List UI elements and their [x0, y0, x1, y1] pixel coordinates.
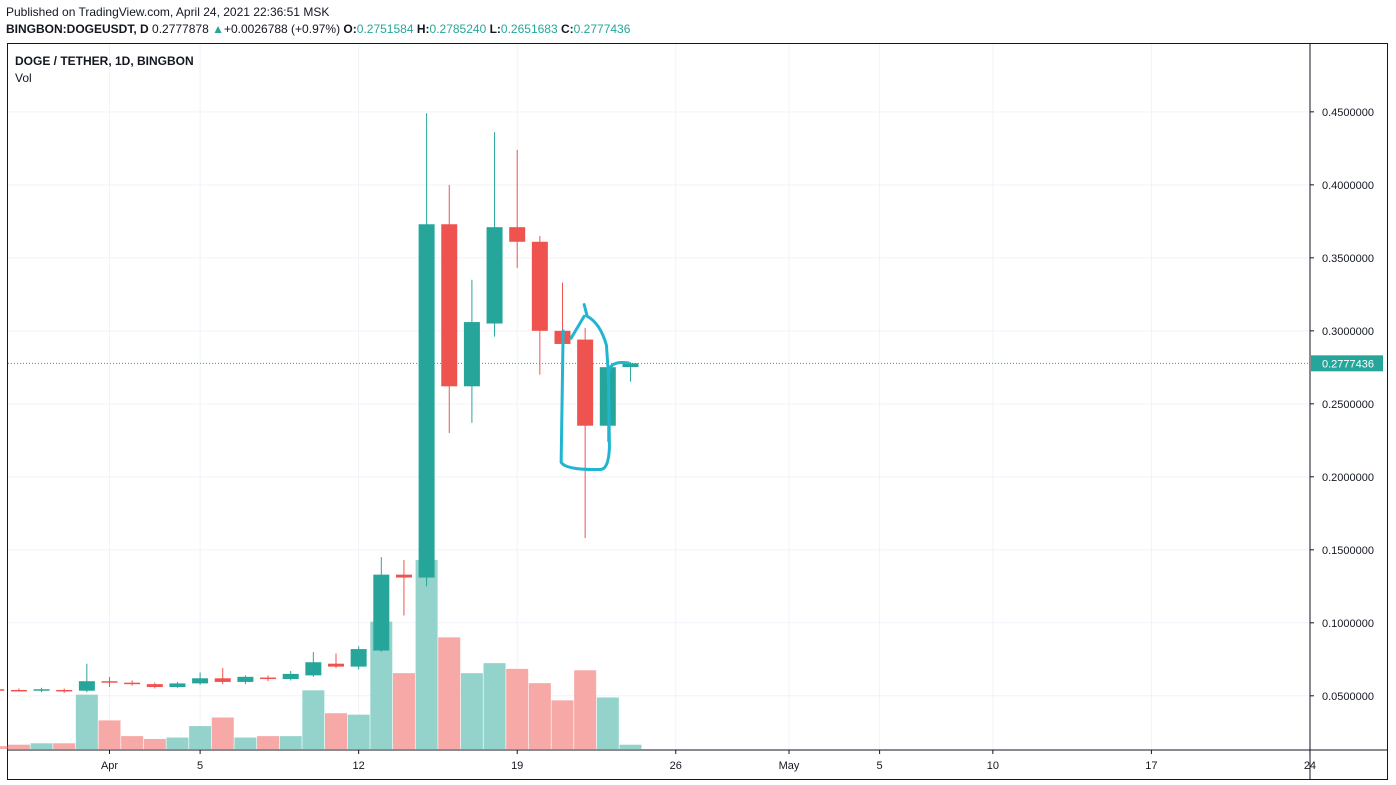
chart-frame [7, 43, 1388, 780]
high-label: H: [416, 22, 430, 36]
open-label: O: [343, 22, 357, 36]
time-tick-label: 12 [353, 760, 365, 772]
candle-body [192, 678, 209, 684]
low-label: L: [489, 22, 501, 36]
volume-bar [53, 743, 76, 749]
candle-body [350, 649, 367, 667]
candle-body [486, 227, 503, 324]
price-tick-label: 0.3000000 [1322, 326, 1374, 338]
candle-body [237, 676, 254, 682]
candle-body [214, 678, 231, 682]
candle-body [441, 224, 458, 387]
volume-bar [211, 717, 234, 749]
time-tick-label: Apr [101, 760, 118, 772]
price-tick-label: 0.1500000 [1322, 545, 1374, 557]
candle-body [305, 662, 322, 676]
time-tick-label: 17 [1145, 760, 1157, 772]
price-tick-label: 0.2000000 [1322, 472, 1374, 484]
volume-label: Vol [15, 71, 32, 85]
last-price-badge [1311, 355, 1383, 372]
candle-body [146, 684, 163, 688]
candle-body [260, 677, 277, 680]
candle-body [124, 682, 141, 685]
volume-bar [619, 744, 642, 749]
time-tick-label: 5 [877, 760, 883, 772]
volume-bar [551, 700, 574, 749]
volume-bar [325, 713, 347, 749]
volume-bar [302, 690, 325, 749]
time-tick-label: 5 [197, 760, 203, 772]
volume-bar [234, 737, 257, 749]
ohlc-line: BINGBON:DOGEUSDT, D 0.2777878 ▲+0.002678… [6, 22, 630, 36]
volume-bar [0, 746, 8, 749]
last-price: 0.2777878 [152, 22, 209, 36]
chart-title: DOGE / TETHER, 1D, BINGBON [15, 54, 194, 68]
candle-body [531, 241, 548, 331]
volume-bar [166, 737, 189, 749]
candle-body [10, 689, 27, 692]
volume-bar [415, 560, 438, 749]
volume-bar [279, 736, 302, 749]
volume-bar [506, 668, 529, 749]
candle-body [282, 673, 299, 680]
symbol-label: BINGBON:DOGEUSDT, D [6, 22, 149, 36]
candle-body [328, 663, 344, 667]
close-label: C: [561, 22, 574, 36]
price-tick-label: 0.2500000 [1322, 399, 1374, 411]
time-tick-label: 19 [511, 760, 523, 772]
candle-body [622, 363, 639, 368]
candle-body [33, 689, 50, 691]
candle-body [101, 681, 118, 683]
candle-body [56, 689, 73, 692]
price-tick-label: 0.0500000 [1322, 691, 1374, 703]
volume-bar [392, 673, 415, 749]
candle-body [0, 689, 5, 691]
volume-bar [347, 714, 370, 749]
volume-bar [528, 683, 551, 749]
volume-bar [438, 637, 461, 749]
candle-body [509, 227, 526, 242]
volume-bar [370, 621, 393, 749]
open-value: 0.2751584 [356, 22, 414, 36]
price-tick-label: 0.3500000 [1322, 253, 1374, 265]
volume-bar [98, 720, 121, 749]
volume-bar [596, 697, 619, 749]
volume-bar [143, 738, 166, 749]
candle-body [395, 574, 412, 578]
volume-bar [30, 743, 53, 749]
last-price-badge-label: 0.2777436 [1322, 358, 1374, 370]
candle-body [169, 683, 186, 688]
time-tick-label: 24 [1304, 760, 1316, 772]
price-tick-label: 0.1000000 [1322, 618, 1374, 630]
price-tick-label: 0.4500000 [1322, 107, 1374, 119]
volume-bar [483, 663, 506, 749]
volume-bar [189, 726, 212, 749]
volume-bar [7, 744, 30, 749]
up-arrow-icon: ▲ [212, 22, 224, 36]
time-tick-label: May [779, 760, 800, 772]
volume-bar [574, 670, 597, 749]
time-tick-label: 10 [987, 760, 999, 772]
time-tick-label: 26 [670, 760, 682, 772]
annotation-drawing[interactable] [559, 303, 630, 472]
published-note: Published on TradingView.com, April 24, … [6, 5, 330, 19]
close-value: 0.2777436 [573, 22, 631, 36]
price-change: +0.0026788 (+0.97%) [223, 22, 341, 36]
volume-bar [75, 694, 98, 749]
volume-bar [257, 736, 280, 749]
low-value: 0.2651683 [500, 22, 558, 36]
candle-body [463, 322, 480, 387]
candle-body [373, 574, 390, 651]
high-value: 0.2785240 [429, 22, 487, 36]
volume-bar [460, 673, 483, 749]
candle-body [418, 224, 435, 578]
candle-body [78, 681, 95, 691]
volume-bar [121, 736, 144, 749]
price-tick-label: 0.4000000 [1322, 180, 1374, 192]
candle-body [577, 339, 594, 426]
